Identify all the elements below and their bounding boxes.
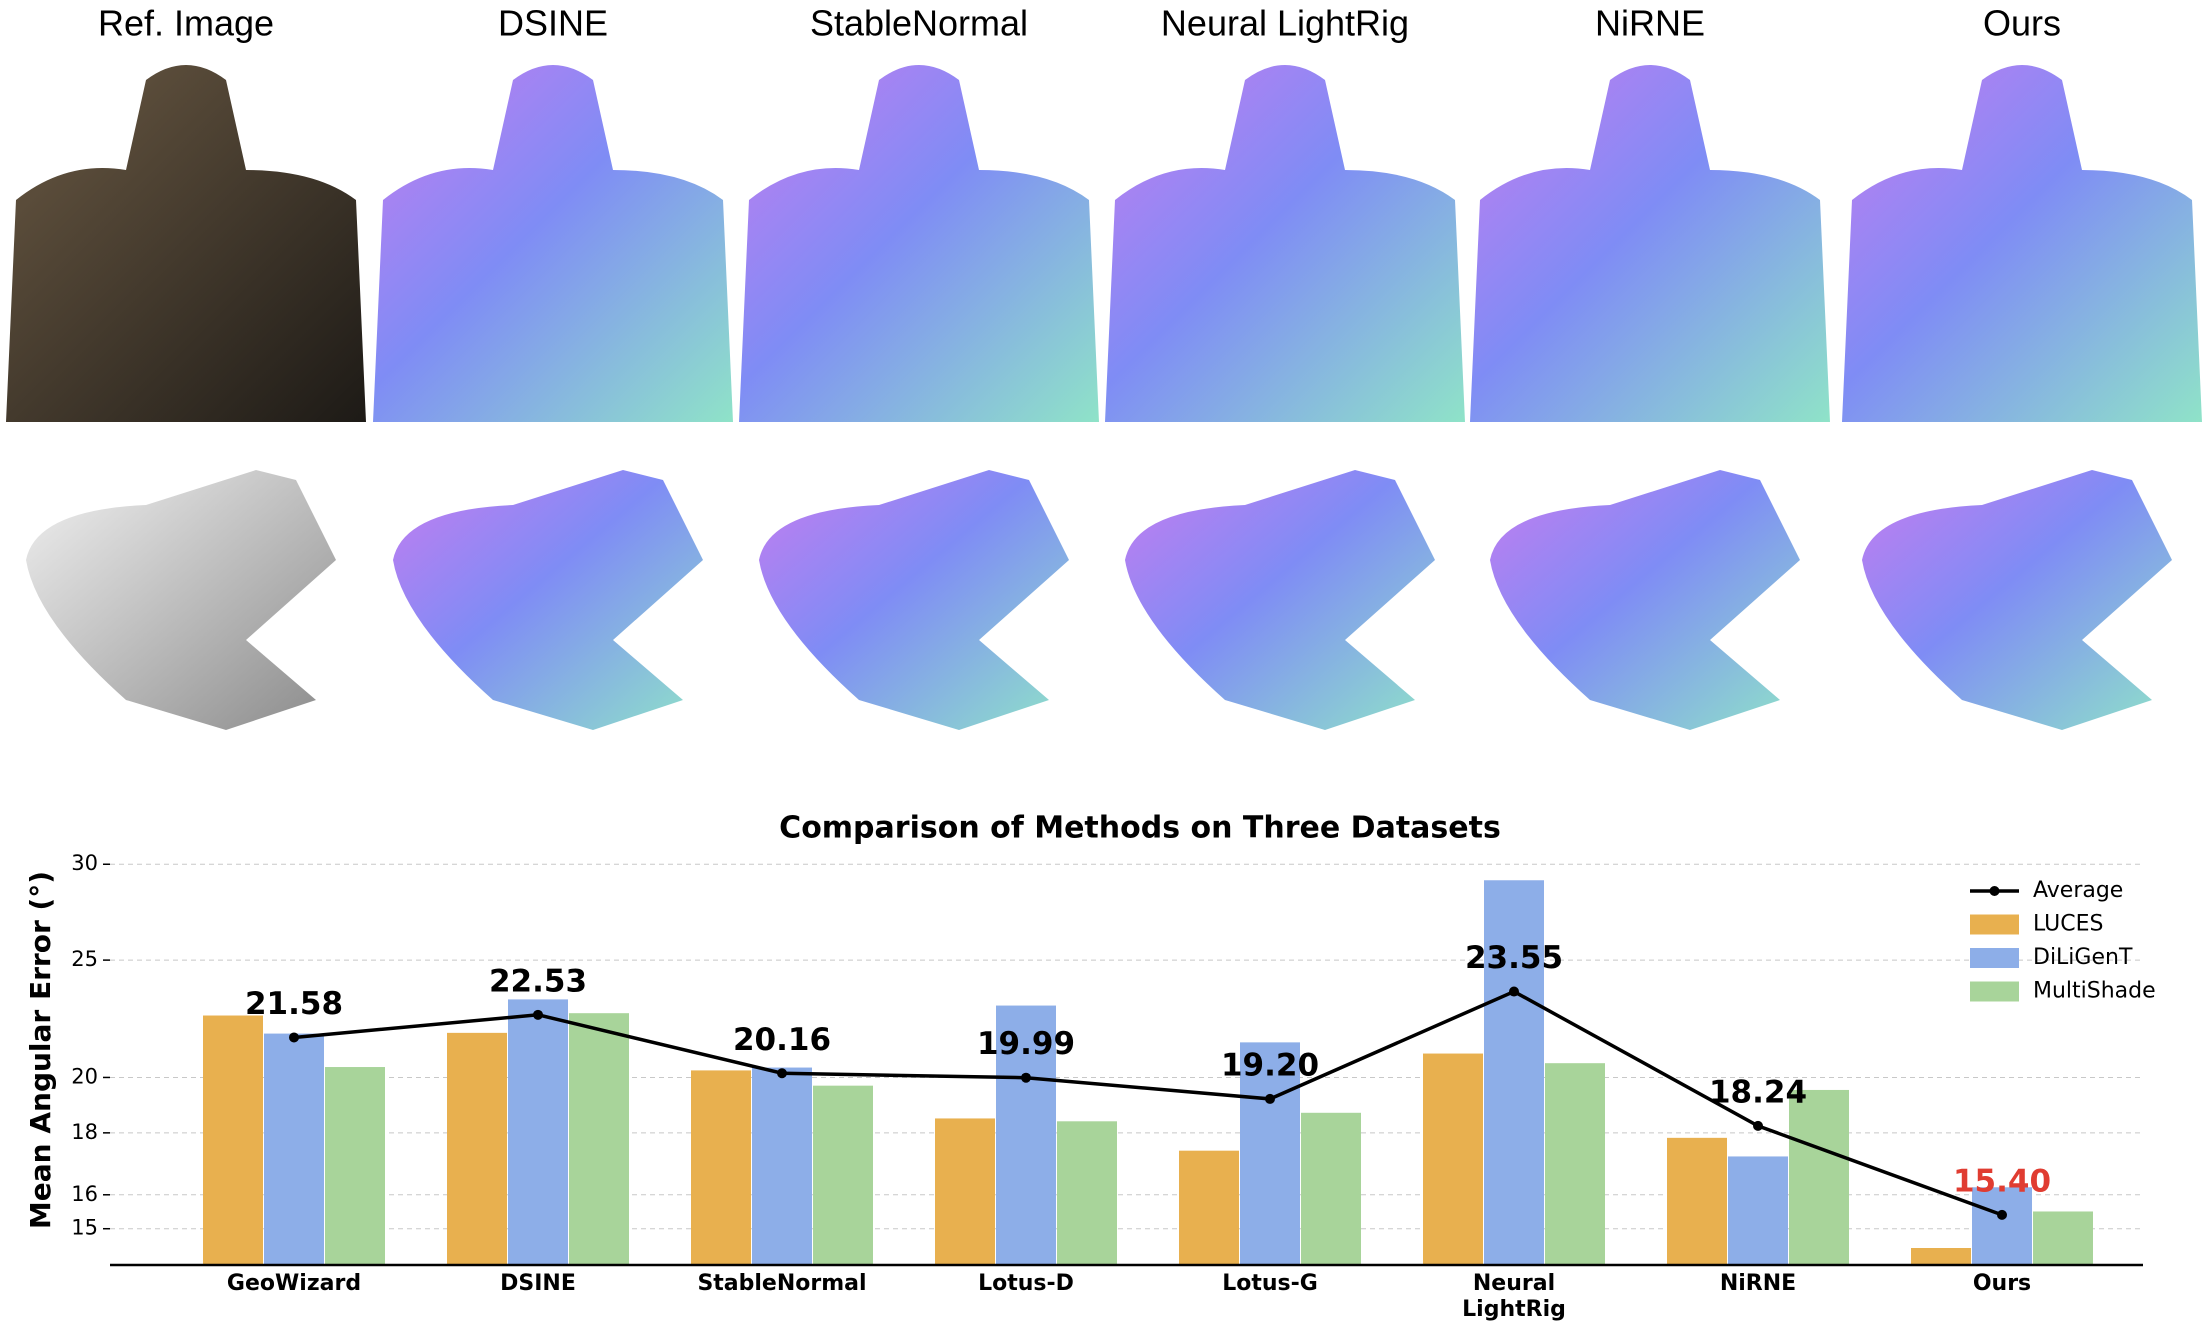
x-tick-label: Ours xyxy=(1973,1271,2031,1296)
bar xyxy=(1179,1150,1239,1265)
x-tick-label: NiRNE xyxy=(1720,1271,1796,1296)
bar xyxy=(2033,1211,2093,1265)
x-tick-label: Lotus-G xyxy=(1222,1271,1318,1296)
bar xyxy=(1911,1248,1971,1265)
value-label: 15.40 xyxy=(1953,1163,2051,1199)
character-image xyxy=(739,65,1099,422)
bar xyxy=(325,1067,385,1265)
bar xyxy=(508,999,568,1265)
bar xyxy=(264,1033,324,1265)
y-tick-label: 15 xyxy=(71,1216,98,1240)
bar xyxy=(447,1032,507,1265)
average-point xyxy=(533,1009,543,1020)
spaceship-image xyxy=(1490,470,1800,730)
bar xyxy=(1667,1137,1727,1265)
bar xyxy=(1240,1042,1300,1265)
average-point xyxy=(777,1068,787,1079)
spaceship-image xyxy=(1862,470,2172,730)
x-tick-label: StableNormal xyxy=(697,1271,866,1296)
legend-label: Average xyxy=(2033,878,2123,903)
y-axis-label: Mean Angular Error (°) xyxy=(24,871,57,1229)
bar xyxy=(691,1070,751,1265)
value-label: 18.24 xyxy=(1709,1074,1807,1110)
character-image xyxy=(373,65,733,422)
column-title: Ours xyxy=(1983,3,2061,44)
character-image xyxy=(6,65,366,422)
column-title: NiRNE xyxy=(1595,3,1705,44)
bar xyxy=(1972,1187,2032,1265)
spaceship-image xyxy=(26,470,336,730)
y-tick-label: 18 xyxy=(71,1120,98,1144)
y-tick-label: 30 xyxy=(71,851,98,875)
bar xyxy=(1484,880,1544,1265)
y-tick-label: 25 xyxy=(71,947,98,971)
bar xyxy=(1545,1063,1605,1265)
value-label: 21.58 xyxy=(245,986,343,1022)
value-label: 23.55 xyxy=(1465,940,1563,976)
bar xyxy=(752,1067,812,1265)
legend-swatch xyxy=(1970,914,2019,935)
average-point xyxy=(289,1032,299,1043)
value-label: 20.16 xyxy=(733,1022,831,1058)
x-tick-label: GeoWizard xyxy=(227,1271,361,1296)
legend-swatch xyxy=(1970,948,2019,968)
x-tick-label: Lotus-D xyxy=(978,1271,1074,1296)
value-label: 19.20 xyxy=(1221,1047,1319,1083)
chart-title: Comparison of Methods on Three Datasets xyxy=(779,811,1501,846)
average-point xyxy=(1997,1209,2007,1220)
character-image xyxy=(1105,65,1465,422)
value-label: 22.53 xyxy=(489,963,587,999)
bar xyxy=(1301,1112,1361,1265)
value-label: 19.99 xyxy=(977,1026,1075,1062)
bar xyxy=(996,1005,1056,1265)
average-point xyxy=(1509,986,1519,997)
column-title: Neural LightRig xyxy=(1161,3,1409,44)
spaceship-image xyxy=(759,470,1069,730)
average-point xyxy=(1021,1072,1031,1083)
character-image xyxy=(1842,65,2202,422)
spaceship-image xyxy=(1125,470,1435,730)
y-tick-label: 16 xyxy=(71,1182,98,1206)
legend-label: LUCES xyxy=(2033,912,2104,937)
average-line xyxy=(293,989,2003,1217)
average-point xyxy=(1265,1093,1275,1104)
column-title: Ref. Image xyxy=(98,3,274,44)
x-tick-label: DSINE xyxy=(500,1271,576,1296)
character-image xyxy=(1470,65,1830,422)
bar xyxy=(1423,1053,1483,1265)
bar xyxy=(1057,1121,1117,1265)
bar xyxy=(813,1085,873,1265)
legend-label: MultiShade xyxy=(2033,979,2156,1004)
image-grid: Ref. Image DSINE StableNormal Neural LightR… xyxy=(6,3,2202,730)
column-title: DSINE xyxy=(498,3,608,44)
legend-swatch xyxy=(1970,981,2019,1002)
spaceship-image xyxy=(393,470,703,730)
legend-label: DiLiGenT xyxy=(2033,945,2133,970)
average-point xyxy=(1753,1120,1763,1131)
bar xyxy=(569,1013,629,1265)
y-tick-label: 20 xyxy=(71,1064,98,1088)
column-title: StableNormal xyxy=(810,3,1028,44)
bar xyxy=(1728,1156,1788,1265)
bar xyxy=(1789,1089,1849,1265)
x-tick-label: Neural LightRig xyxy=(1462,1271,1566,1322)
legend-marker xyxy=(1989,886,2000,896)
bar xyxy=(935,1118,995,1265)
bar xyxy=(203,1015,263,1265)
